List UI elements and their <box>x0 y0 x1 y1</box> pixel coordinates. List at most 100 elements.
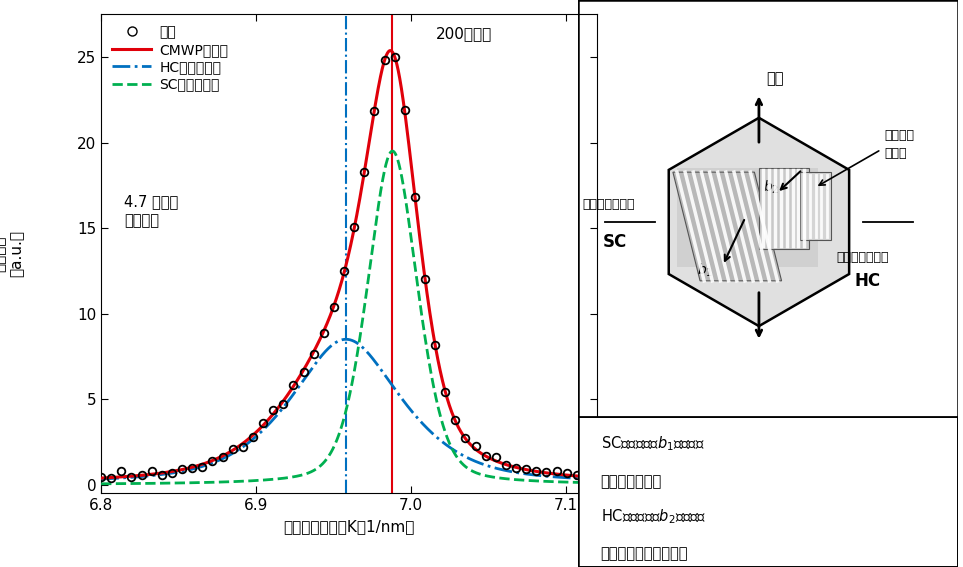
SCサブピーク <box>516 477 528 484</box>
測定 <box>146 467 158 474</box>
Text: ブロック: ブロック <box>884 129 914 142</box>
CMWPで計算 <box>516 466 528 472</box>
SCサブピーク <box>65 481 76 488</box>
Text: ハード構成部分: ハード構成部分 <box>836 251 889 264</box>
HCサブピーク <box>344 336 355 343</box>
測定 <box>500 462 511 469</box>
Polygon shape <box>677 168 818 267</box>
測定 <box>571 472 583 479</box>
測定 <box>126 473 138 480</box>
測定 <box>540 469 552 476</box>
測定 <box>106 475 117 481</box>
SCサブピーク <box>638 480 649 487</box>
HCサブピーク <box>328 340 340 347</box>
測定 <box>257 420 269 426</box>
CMWPで計算 <box>328 303 340 310</box>
Polygon shape <box>668 118 849 326</box>
Polygon shape <box>799 172 831 240</box>
Text: 4.7 ％変形
引張方向: 4.7 ％変形 引張方向 <box>124 194 178 229</box>
Line: CMWPで計算: CMWPで計算 <box>70 50 643 480</box>
測定 <box>520 466 532 473</box>
CMWPで計算 <box>384 47 396 54</box>
測定 <box>277 401 289 408</box>
測定 <box>227 446 239 452</box>
HCサブピーク <box>93 476 105 483</box>
測定 <box>358 169 370 176</box>
CMWPで計算 <box>621 476 633 483</box>
Text: ラス方位と平行: ラス方位と平行 <box>601 474 662 489</box>
Text: SC: SC <box>603 233 628 251</box>
SCサブピーク <box>93 480 105 487</box>
CMWPで計算 <box>638 476 649 483</box>
HCサブピーク <box>65 477 76 484</box>
Text: SC：すべり（$b_1$）方向が: SC：すべり（$b_1$）方向が <box>601 435 705 454</box>
測定 <box>429 342 441 349</box>
SCサブピーク <box>343 395 354 401</box>
測定 <box>480 453 491 460</box>
SCサブピーク <box>387 147 399 154</box>
HCサブピーク <box>638 477 649 484</box>
測定 <box>268 407 279 413</box>
Y-axis label: 回折強度
（a.u.）: 回折強度 （a.u.） <box>0 230 24 277</box>
測定 <box>288 382 299 388</box>
測定 <box>389 53 401 60</box>
測定 <box>378 57 390 64</box>
CMWPで計算 <box>93 475 105 481</box>
CMWPで計算 <box>621 476 633 483</box>
測定 <box>581 474 592 481</box>
測定 <box>207 458 219 464</box>
測定 <box>369 108 380 115</box>
Legend: 測定, CMWPで計算, HCサブピーク, SCサブピーク: 測定, CMWPで計算, HCサブピーク, SCサブピーク <box>108 21 233 96</box>
測定 <box>308 350 320 357</box>
測定 <box>510 465 522 472</box>
測定 <box>136 472 147 479</box>
Text: HC: HC <box>854 272 880 290</box>
Text: ノラス: ノラス <box>884 147 906 160</box>
HCサブピーク <box>621 477 633 484</box>
Line: SCサブピーク: SCサブピーク <box>70 151 643 484</box>
測定 <box>490 454 502 461</box>
測定 <box>298 369 309 375</box>
HCサブピーク <box>340 336 351 342</box>
測定 <box>156 472 168 479</box>
Line: HCサブピーク: HCサブピーク <box>70 339 643 481</box>
測定 <box>95 473 107 480</box>
Text: $b_2$: $b_2$ <box>763 178 779 196</box>
SCサブピーク <box>621 480 633 486</box>
Text: 200ピーク: 200ピーク <box>436 26 492 41</box>
測定 <box>167 469 178 476</box>
測定 <box>459 435 471 442</box>
測定 <box>318 329 329 336</box>
Polygon shape <box>673 172 782 281</box>
測定 <box>196 463 208 470</box>
測定 <box>450 417 461 424</box>
測定 <box>349 223 360 230</box>
Line: 測定: 測定 <box>97 53 601 482</box>
HCサブピーク <box>621 477 633 484</box>
測定 <box>439 388 451 395</box>
測定 <box>470 443 482 450</box>
CMWPで計算 <box>65 476 76 483</box>
測定 <box>247 433 259 440</box>
測定 <box>560 469 572 476</box>
測定 <box>176 466 188 472</box>
SCサブピーク <box>621 480 633 486</box>
測定 <box>187 464 198 471</box>
測定 <box>409 194 421 201</box>
SCサブピーク <box>328 444 340 451</box>
測定 <box>338 267 350 274</box>
Text: ラス方位と平行でない: ラス方位と平行でない <box>601 546 689 561</box>
測定 <box>217 454 228 460</box>
測定 <box>399 107 410 113</box>
CMWPで計算 <box>343 249 354 256</box>
Polygon shape <box>759 168 809 249</box>
X-axis label: 格子面の逆数、K（1/nm）: 格子面の逆数、K（1/nm） <box>283 519 415 534</box>
測定 <box>116 468 127 475</box>
Text: ソフト構成部分: ソフト構成部分 <box>583 198 635 211</box>
Text: 荷重: 荷重 <box>767 71 784 86</box>
FancyBboxPatch shape <box>578 417 958 567</box>
測定 <box>237 444 248 451</box>
Text: $b_1$: $b_1$ <box>696 261 713 279</box>
HCサブピーク <box>516 470 528 477</box>
Text: HC：すべり（$b_2$）方向が: HC：すべり（$b_2$）方向が <box>601 507 706 526</box>
